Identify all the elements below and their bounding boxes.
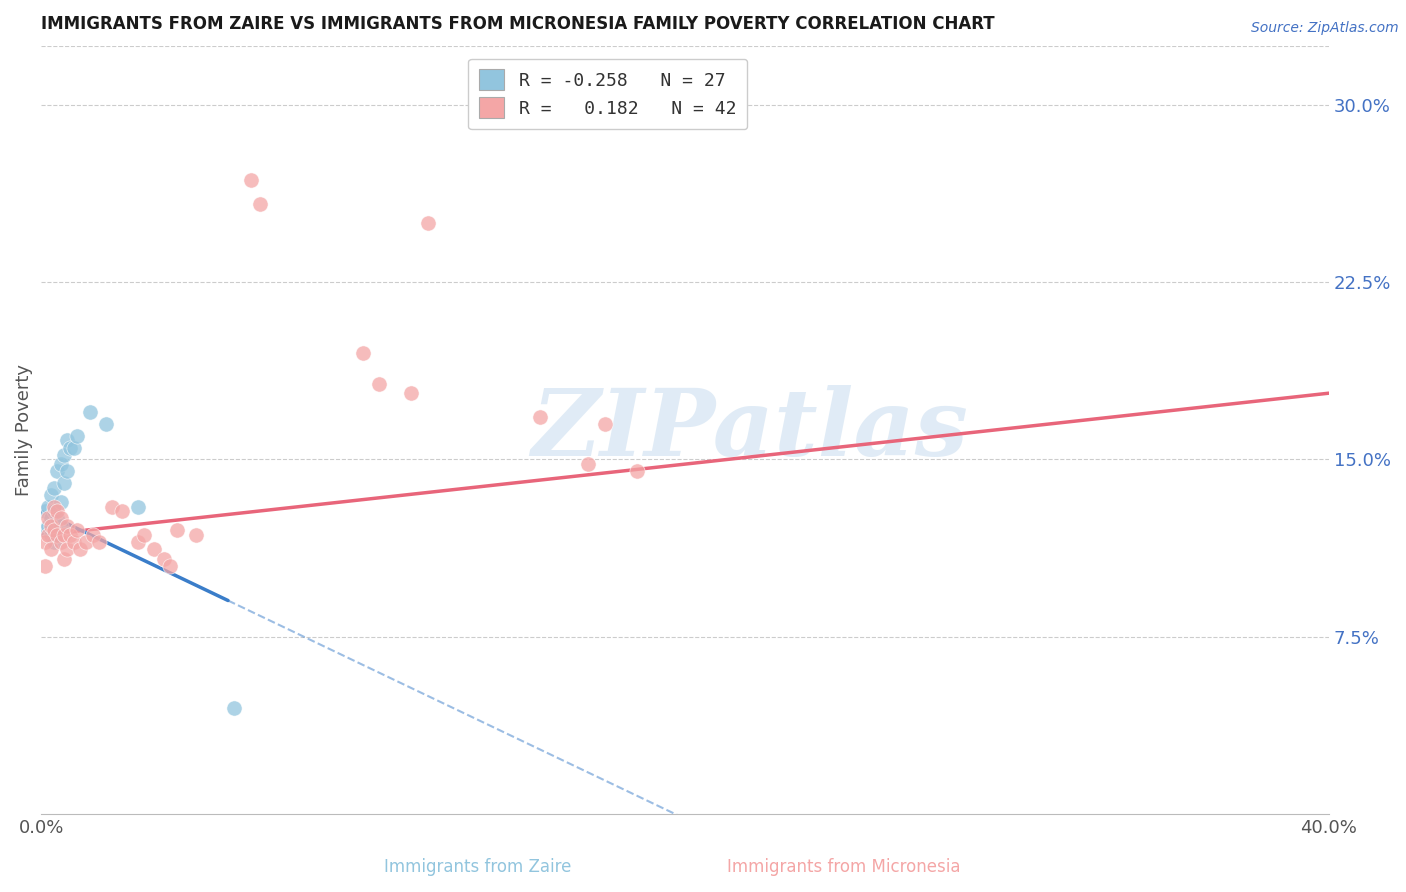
Text: Immigrants from Zaire: Immigrants from Zaire (384, 858, 572, 876)
Point (34, 535, 56, 549)
Point (56, 518, 79, 533)
Point (46, 528, 69, 542)
Point (111, 504, 134, 518)
Point (249, 197, 271, 211)
Point (62, 441, 84, 455)
Y-axis label: Family Poverty: Family Poverty (15, 364, 32, 496)
Point (89, 535, 111, 549)
Text: Immigrants from Micronesia: Immigrants from Micronesia (727, 858, 960, 876)
Point (94, 417, 117, 431)
Point (44, 535, 66, 549)
Point (578, 457, 600, 471)
Point (49, 495, 72, 509)
Point (134, 528, 156, 542)
Point (34, 558, 56, 573)
Point (368, 376, 391, 391)
Text: IMMIGRANTS FROM ZAIRE VS IMMIGRANTS FROM MICRONESIA FAMILY POVERTY CORRELATION C: IMMIGRANTS FROM ZAIRE VS IMMIGRANTS FROM… (41, 15, 995, 33)
Point (66, 429, 89, 443)
Point (101, 500, 124, 514)
Point (46, 511, 69, 525)
Point (626, 464, 648, 478)
Point (44, 524, 66, 538)
Point (69, 542, 91, 557)
Text: Source: ZipAtlas.com: Source: ZipAtlas.com (1251, 21, 1399, 35)
Point (46, 504, 69, 518)
Point (49, 518, 72, 533)
Point (34, 504, 56, 518)
Point (44, 504, 66, 518)
Point (52, 528, 75, 542)
Point (529, 409, 551, 424)
Point (46, 464, 69, 478)
Point (166, 524, 188, 538)
Point (56, 542, 79, 557)
Point (159, 558, 181, 573)
Point (224, 700, 246, 714)
Point (37, 528, 59, 542)
Text: ZIPatlas: ZIPatlas (531, 384, 967, 475)
Point (184, 528, 207, 542)
Point (75, 535, 97, 549)
Point (79, 405, 101, 419)
Point (34, 524, 56, 538)
Point (37, 511, 59, 525)
Point (39, 528, 62, 542)
Point (46, 528, 69, 542)
Point (239, 173, 262, 187)
Point (143, 542, 166, 557)
Point (56, 464, 79, 478)
Legend: R = -0.258   N = 27, R =   0.182   N = 42: R = -0.258 N = 27, R = 0.182 N = 42 (468, 59, 747, 129)
Point (39, 488, 62, 502)
Point (127, 500, 149, 514)
Point (127, 535, 149, 549)
Point (152, 551, 174, 566)
Point (52, 551, 75, 566)
Point (39, 542, 62, 557)
Point (39, 511, 62, 525)
Point (416, 216, 439, 230)
Point (59, 441, 82, 455)
Point (49, 457, 72, 471)
Point (62, 535, 84, 549)
Point (352, 346, 374, 360)
Point (59, 528, 82, 542)
Point (44, 500, 66, 514)
Point (56, 434, 79, 448)
Point (82, 528, 104, 542)
Point (593, 417, 616, 431)
Point (44, 481, 66, 495)
Point (37, 518, 59, 533)
Point (401, 386, 423, 401)
Point (49, 511, 72, 525)
Point (39, 518, 62, 533)
Point (66, 524, 89, 538)
Point (37, 500, 59, 514)
Point (49, 535, 72, 549)
Point (52, 476, 75, 491)
Point (52, 448, 75, 462)
